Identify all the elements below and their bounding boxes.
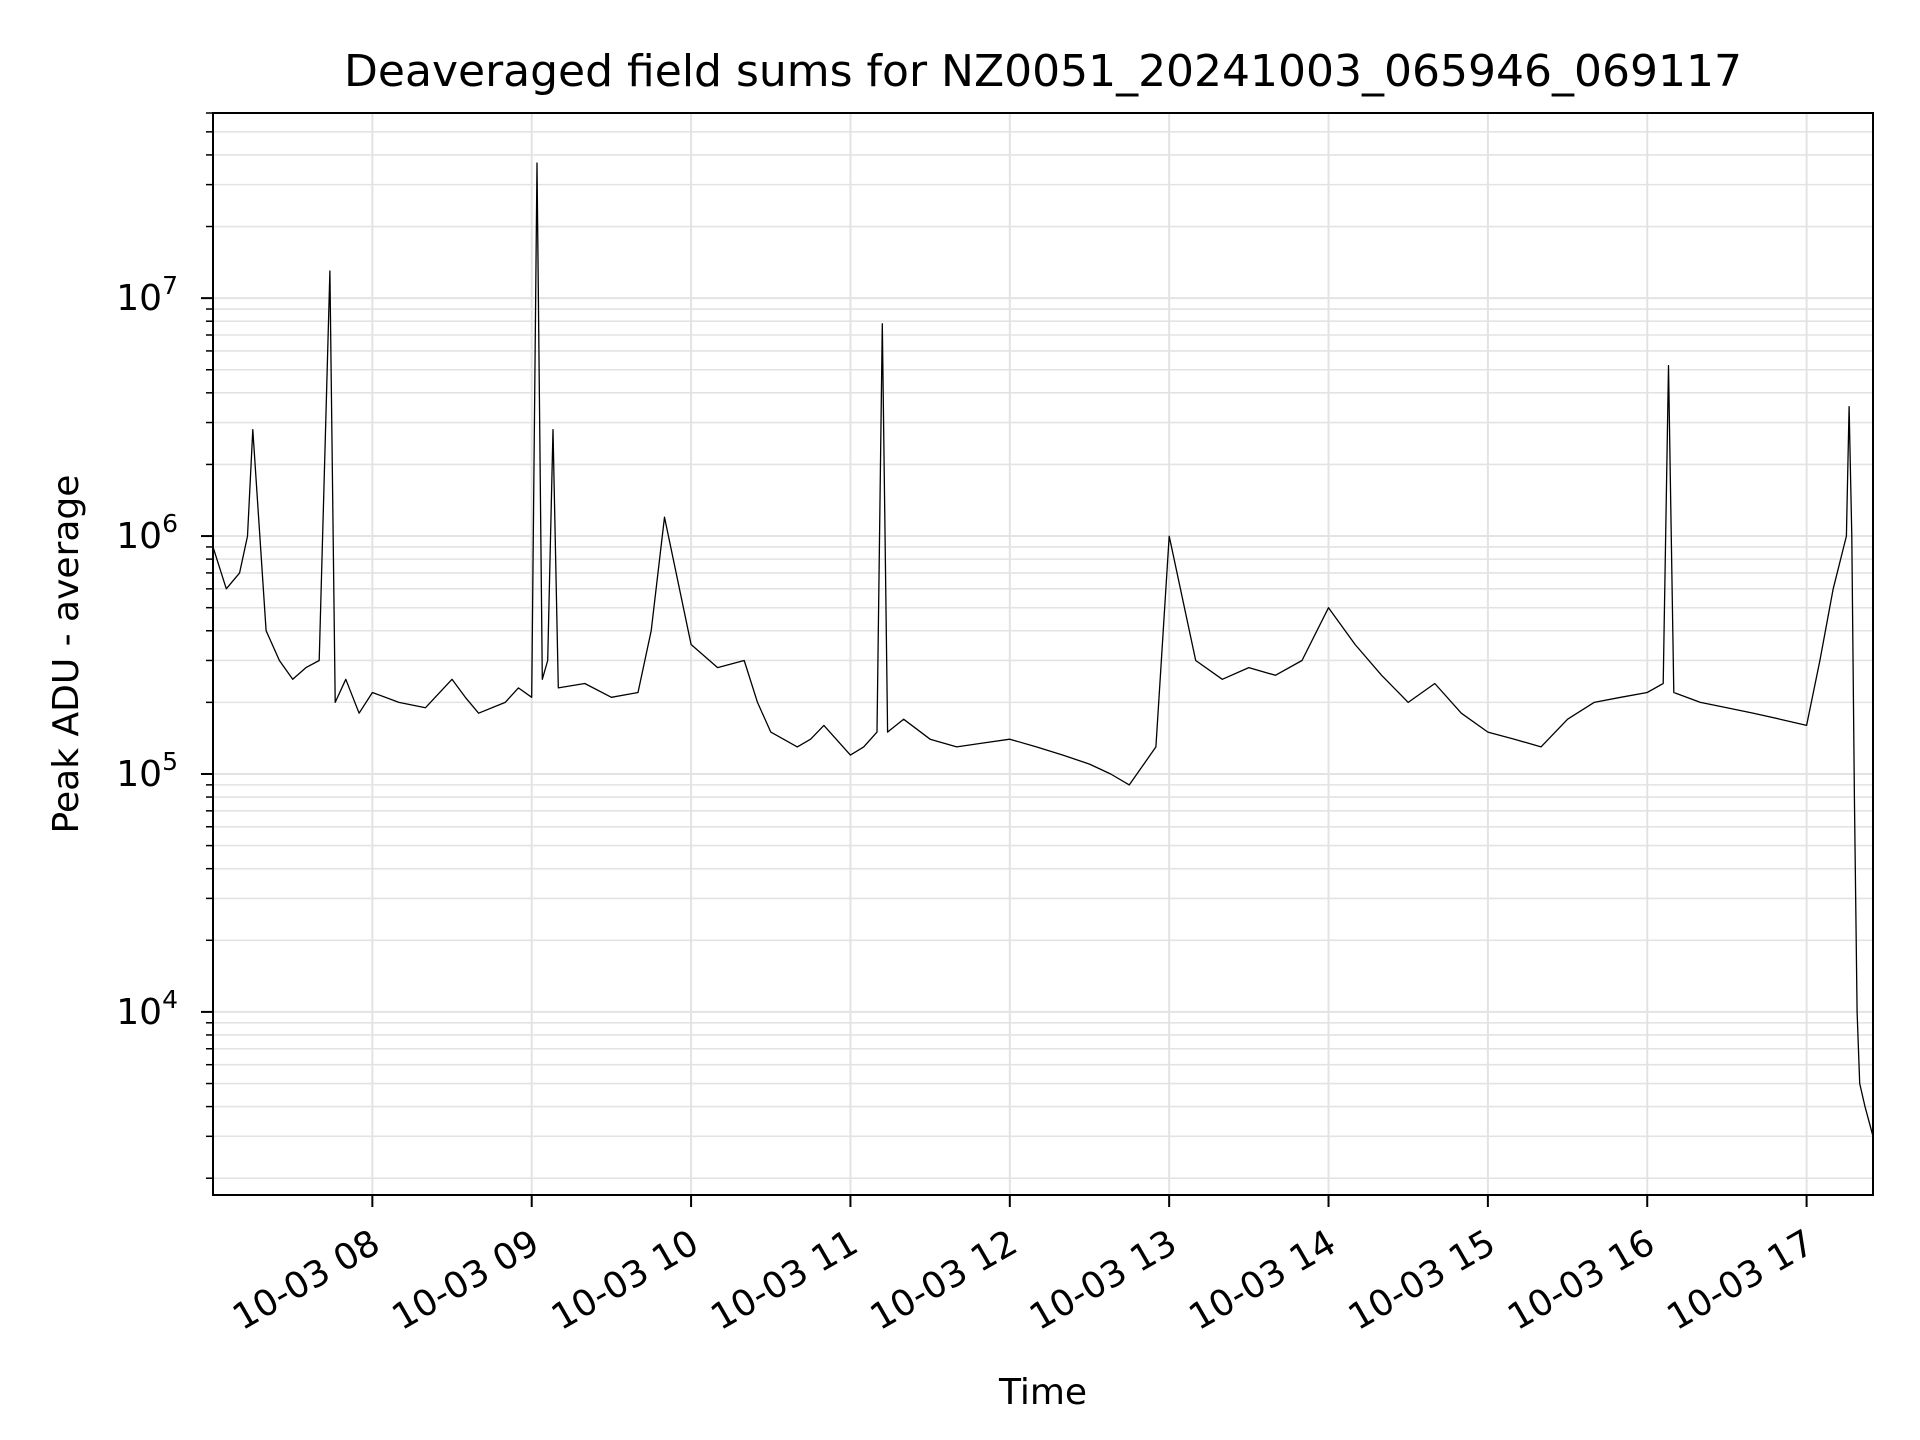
grid bbox=[213, 112, 1873, 1195]
chart-title: Deaveraged field sums for NZ0051_2024100… bbox=[344, 46, 1742, 97]
y-tick-label: 105 bbox=[116, 747, 178, 795]
x-axis-label: Time bbox=[998, 1372, 1087, 1413]
y-axis-label: Peak ADU - average bbox=[46, 475, 87, 834]
y-tick-label: 104 bbox=[116, 985, 178, 1033]
y-tick-label: 107 bbox=[116, 271, 178, 319]
plot-frame bbox=[212, 112, 1874, 1196]
y-axis: 104 105 106 107 bbox=[116, 112, 213, 1179]
y-tick-label: 106 bbox=[116, 509, 178, 557]
series-line bbox=[212, 162, 1874, 1137]
